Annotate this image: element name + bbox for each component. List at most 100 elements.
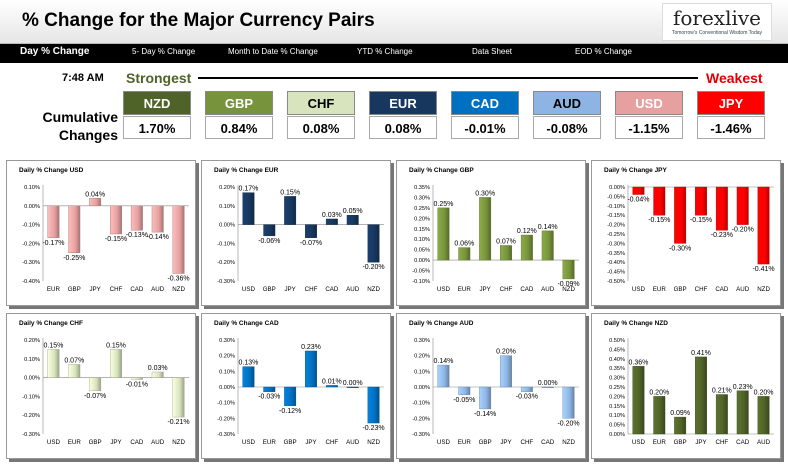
bar-nzd [562,259,575,280]
currency-value-nzd: 1.70% [123,116,191,139]
bar-aud [151,205,164,233]
x-category-label: USD [47,439,61,446]
x-category-label: GBP [674,439,687,446]
x-category-label: CAD [130,439,144,446]
bar-chf [715,394,728,435]
data-label: -0.21% [167,419,189,426]
y-tick-label: 0.10% [414,369,430,375]
nav-data-sheet[interactable]: Data Sheet [472,47,513,56]
x-category-label: EUR [653,286,667,293]
bar-nzd [757,186,770,265]
bar-jpy [284,196,297,225]
data-label: 0.00% [538,380,558,387]
data-label: 0.20% [496,349,516,356]
y-tick-label: -0.30% [217,279,235,285]
bar-eur [263,386,276,392]
y-tick-label: 0.00% [24,204,40,210]
bar-jpy [89,198,102,206]
bar-chf [110,205,122,235]
data-label: 0.00% [343,380,363,387]
x-category-label: AUD [541,286,555,293]
y-tick-label: -0.10% [412,279,430,285]
bar-eur [458,247,471,261]
y-tick-label: 0.35% [609,366,625,372]
bar-gbp [284,386,297,406]
y-tick-label: 0.00% [24,376,40,382]
y-tick-label: 0.15% [414,227,430,233]
x-category-label: JPY [695,439,706,446]
data-label: 0.21% [712,388,732,395]
y-tick-label: 0.30% [414,195,430,201]
bar-usd [437,364,450,388]
x-category-label: CHF [715,439,728,446]
chart-panel-aud: Daily % Change AUD 0.30% 0.20% 0.10% 0.00% -0… [396,313,586,459]
y-tick-label: 0.00% [609,185,625,191]
y-tick-label: -0.10% [217,401,235,407]
y-tick-label: -0.30% [412,432,430,438]
bar-nzd [172,377,185,418]
data-label: 0.23% [301,344,321,351]
chart-svg: 0.30% 0.20% 0.10% 0.00% -0.10% -0.20% -0.30% 0.… [412,338,580,446]
y-tick-label: 0.50% [609,338,625,344]
forexlive-logo[interactable]: forexlive Tomorrow's Conventional Wisdom… [662,3,772,41]
bar-jpy [500,355,512,388]
x-category-label: JPY [110,439,121,446]
data-label: 0.23% [733,384,753,391]
y-tick-label: -0.05% [412,269,430,275]
bar-gbp [68,205,81,253]
data-label: 0.04% [85,191,105,198]
bar-usd [632,186,645,195]
strongest-label: Strongest [126,70,192,86]
bar-usd [437,207,450,261]
x-category-label: EUR [263,439,277,446]
currency-header-usd: USD [615,91,683,115]
y-tick-label: -0.20% [412,416,430,422]
x-category-label: CHF [325,439,338,446]
y-tick-label: -0.45% [607,270,625,276]
bar-chf [520,386,533,392]
chart-svg: 0.20% 0.10% 0.00% -0.10% -0.20% -0.30% 0.15% US… [22,338,190,446]
chart-svg: 0.00% -0.05% -0.10% -0.15% -0.20% -0.25% -0.30… [607,185,775,293]
data-label: -0.25% [63,255,85,262]
bar-nzd [367,224,380,263]
x-category-label: GBP [89,439,102,446]
data-label: 0.14% [433,358,453,365]
x-category-label: AUD [757,439,771,446]
bar-chf [695,186,707,216]
data-label: 0.36% [628,359,648,366]
bar-chf [305,224,317,238]
x-category-label: NZD [562,286,575,293]
y-tick-label: 0.00% [414,385,430,391]
y-tick-label: 0.00% [609,432,625,438]
y-tick-label: 0.15% [609,404,625,410]
logo-tagline: Tomorrow's Conventional Wisdom Today [671,30,763,36]
nav-day-change[interactable]: Day % Change [20,46,90,57]
x-category-label: AUD [151,439,165,446]
bar-eur [458,386,471,396]
x-category-label: GBP [674,286,687,293]
data-label: 0.05% [343,208,363,215]
nav-eod-change[interactable]: EOD % Change [575,47,632,56]
x-category-label: USD [242,286,256,293]
x-category-label: USD [437,286,451,293]
y-tick-label: 0.25% [609,385,625,391]
y-tick-label: 0.00% [219,223,235,229]
bar-eur [653,186,666,216]
x-category-label: EUR [47,286,61,293]
nav-month-to-date-change[interactable]: Month to Date % Change [228,47,318,56]
data-label: -0.15% [648,217,670,224]
bar-aud [346,215,359,225]
x-category-label: GBP [479,439,492,446]
data-label: -0.30% [669,245,691,252]
x-category-label: NZD [367,286,380,293]
nav-5-day-change[interactable]: 5- Day % Change [132,47,196,56]
data-label: -0.15% [105,236,127,243]
data-label: -0.07% [84,393,106,400]
nav-ytd-change[interactable]: YTD % Change [357,47,413,56]
data-label: 0.20% [649,389,669,396]
y-tick-label: 0.10% [24,357,40,363]
y-tick-label: 0.10% [219,369,235,375]
y-tick-label: 0.20% [609,394,625,400]
x-category-label: JPY [500,439,511,446]
x-category-label: CAD [325,286,339,293]
